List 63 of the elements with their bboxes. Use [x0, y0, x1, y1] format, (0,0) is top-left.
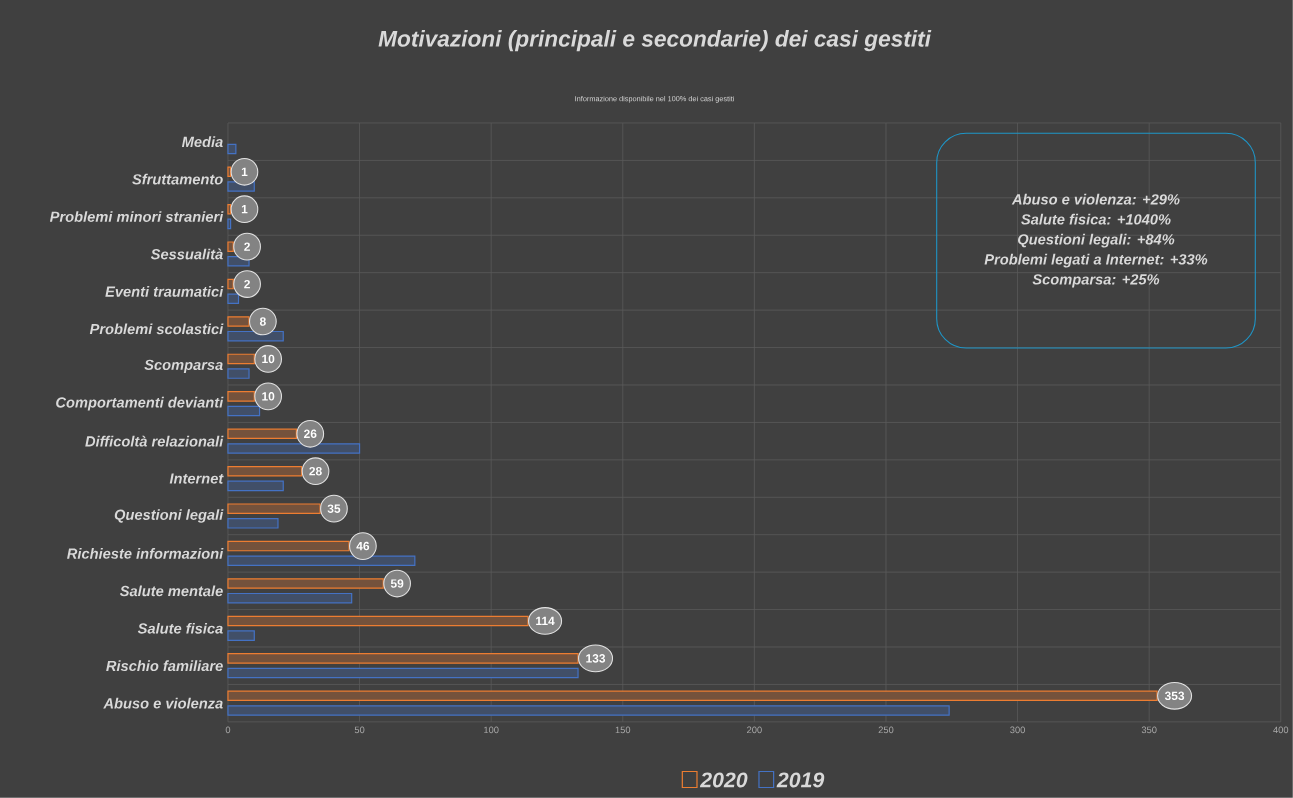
- bar: [227, 143, 237, 155]
- y-tick-label: Questioni legali: [114, 509, 224, 523]
- data-label: 1: [241, 205, 248, 214]
- bar: [227, 204, 232, 215]
- bar: [227, 443, 361, 454]
- x-tick-label: 300: [1010, 726, 1025, 734]
- data-label: 28: [309, 467, 322, 476]
- x-tick-label: 50: [354, 726, 365, 734]
- x-tick-label: 100: [484, 726, 499, 734]
- data-label: 10: [262, 392, 275, 401]
- annotation: Scomparsa: +25%: [1032, 274, 1160, 288]
- data-label: 35: [327, 504, 341, 513]
- y-tick-label: Sessualità: [150, 248, 223, 260]
- bar: [227, 593, 353, 604]
- bar: [227, 705, 950, 716]
- y-tick-label: Problemi minori stranieri: [49, 211, 224, 223]
- data-label: 26: [304, 429, 317, 439]
- bar: [227, 166, 232, 178]
- data-label: 8: [259, 317, 266, 326]
- y-tick-label: Salute mentale: [119, 585, 223, 597]
- y-tick-label: Problemi scolastici: [89, 323, 224, 335]
- annotation: Salute fisica: +1040%: [1021, 213, 1171, 225]
- x-tick-label: 400: [1273, 726, 1289, 734]
- annotation: Questioni legali: +84%: [1018, 233, 1175, 248]
- y-tick-label: Eventi traumatici: [105, 286, 224, 297]
- data-label: 2: [244, 279, 250, 289]
- data-label: 46: [356, 541, 370, 551]
- y-tick-label: Salute fisica: [137, 622, 223, 634]
- y-tick-label: Difficoltà relazionali: [85, 435, 224, 447]
- data-label: 2: [244, 242, 250, 251]
- y-tick-label: Abuso e violenza: [103, 697, 223, 709]
- bar: [227, 241, 234, 252]
- annotation: Abuso e violenza: +29%: [1011, 193, 1180, 205]
- bar: [227, 518, 279, 529]
- bar: [227, 218, 232, 230]
- legend-label: 2019: [776, 772, 825, 788]
- bar: [227, 368, 250, 379]
- legend-label: 2020: [699, 772, 748, 788]
- bar: [227, 278, 234, 290]
- y-tick-label: Comportamenti devianti: [56, 396, 224, 411]
- bar: [227, 555, 416, 567]
- data-label: 1: [241, 167, 248, 176]
- y-tick-label: Rischio familiare: [106, 660, 223, 672]
- y-tick-label: Sfruttamento: [132, 173, 223, 185]
- x-tick-label: 200: [747, 726, 762, 734]
- x-tick-label: 0: [225, 726, 231, 734]
- data-label: 114: [536, 616, 555, 626]
- bar: [227, 630, 255, 641]
- bar: [227, 480, 284, 492]
- annotation: Problemi legati a Internet: +33%: [984, 253, 1208, 268]
- x-tick-label: 350: [1141, 726, 1157, 734]
- y-tick-label: Scomparsa: [144, 359, 223, 373]
- y-tick-label: Media: [181, 136, 223, 148]
- y-tick-label: Richieste informazioni: [67, 548, 224, 559]
- data-label: 133: [586, 654, 606, 663]
- bar: [227, 293, 240, 305]
- x-tick-label: 250: [878, 726, 894, 734]
- chart-title: Motivazioni (principali e secondarie) dei casi gestiti: [378, 30, 932, 52]
- x-tick-label: 150: [615, 726, 631, 734]
- data-label: 353: [1164, 691, 1185, 701]
- data-label: 59: [390, 579, 404, 588]
- y-tick-label: Internet: [169, 473, 224, 484]
- data-label: 10: [262, 354, 275, 364]
